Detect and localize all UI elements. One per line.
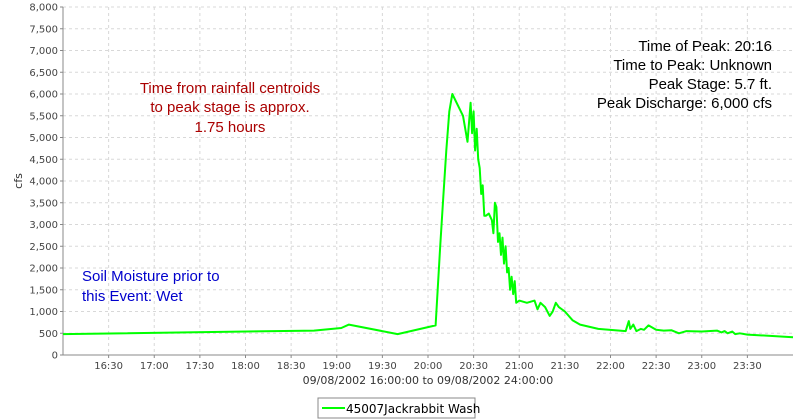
y-tick-label: 5,500 [29,111,58,122]
y-axis-title: cfs [12,173,25,189]
rainfall-annotation-line-2: to peak stage is approx. [150,99,309,116]
y-tick-label: 2,500 [29,242,58,253]
y-tick-label: 5,000 [29,133,58,144]
x-tick-label: 16:30 [94,361,123,372]
peak-annotation: Time of Peak: 20:16 Time to Peak: Unknow… [597,38,772,112]
x-tick-label: 23:30 [733,361,762,372]
y-tick-label: 3,500 [29,198,58,209]
series-line [62,93,794,339]
legend-box [317,397,476,419]
y-tick-label: 7,000 [29,46,58,57]
x-axis-ticks: 16:30 17:00 17:30 18:00 18:30 19:00 19:30 20:00… [94,355,762,372]
y-tick-label: 2,000 [29,264,58,275]
peak-stage-text: Peak Stage: 5.7 ft. [649,76,772,93]
y-axis-ticks: 0 500 1,000 1,500 2,000 2,500 3,000 3,500 4,000 4… [29,3,63,362]
y-tick-label: 1,000 [29,307,58,318]
soil-moisture-line-2: this Event: Wet [82,288,183,305]
x-tick-label: 21:30 [550,361,579,372]
y-tick-label: 8,000 [29,3,58,14]
y-tick-label: 4,000 [29,177,58,188]
rainfall-annotation: Time from rainfall centroids to peak sta… [140,80,320,136]
rainfall-annotation-line-3: 1.75 hours [195,119,266,136]
x-tick-label: 19:30 [368,361,397,372]
x-tick-label: 17:00 [140,361,169,372]
y-tick-label: 7,500 [29,24,58,35]
rainfall-annotation-line-1: Time from rainfall centroids [140,80,320,97]
y-tick-label: 3,000 [29,220,58,231]
y-tick-label: 6,000 [29,90,58,101]
soil-moisture-line-1: Soil Moisture prior to [82,268,220,285]
x-tick-label: 20:00 [414,361,443,372]
x-tick-label: 19:00 [322,361,351,372]
x-tick-label: 18:00 [231,361,260,372]
y-tick-label: 4,500 [29,155,58,166]
legend: 45007Jackrabbit Wash [317,397,480,419]
grid-lines [63,6,793,356]
series-layer [62,93,794,339]
soil-moisture-annotation: Soil Moisture prior to this Event: Wet [82,268,220,305]
y-tick-label: 500 [39,329,58,340]
x-tick-label: 22:00 [596,361,625,372]
x-axis-title: 09/08/2002 16:00:00 to 09/08/2002 24:00:… [303,374,554,387]
y-tick-label: 1,500 [29,285,58,296]
y-tick-label: 6,500 [29,68,58,79]
x-tick-label: 17:30 [185,361,214,372]
x-tick-label: 21:00 [505,361,534,372]
peak-discharge-text: Peak Discharge: 6,000 cfs [597,95,772,112]
peak-time-text: Time of Peak: 20:16 [638,38,772,55]
legend-label: 45007Jackrabbit Wash [346,402,480,416]
x-tick-label: 18:30 [277,361,306,372]
x-tick-label: 23:00 [687,361,716,372]
x-tick-label: 22:30 [642,361,671,372]
time-to-peak-text: Time to Peak: Unknown [613,57,772,74]
y-tick-label: 0 [52,351,58,362]
x-tick-label: 20:30 [459,361,488,372]
